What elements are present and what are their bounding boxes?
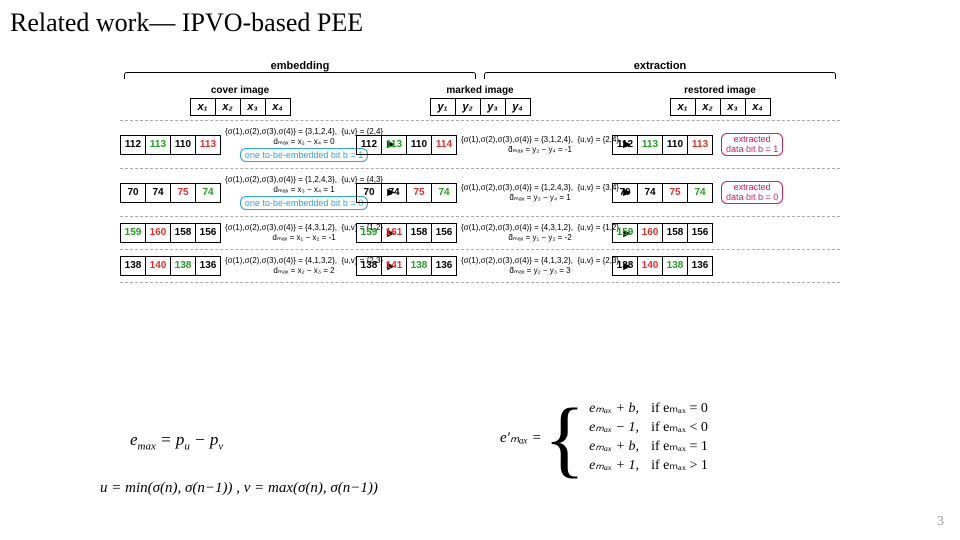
vars-y: y₁y₂y₃y₄ bbox=[430, 98, 531, 116]
col-restored: restored image bbox=[600, 85, 840, 96]
brace-icon: { bbox=[544, 405, 585, 471]
vars-x: x₁x₂x₃x₄ bbox=[190, 98, 291, 116]
data-rows: 112113110113{σ(1),σ(2),σ(3),σ(4)} = {3,1… bbox=[120, 120, 840, 283]
phase-embedding: embedding bbox=[120, 60, 480, 72]
eq-cases: eₘₐₓ + b,if eₘₐₓ = 0eₘₐₓ − 1,if eₘₐₓ < 0… bbox=[589, 400, 708, 476]
eq-emax: emax = pu − pv bbox=[130, 430, 223, 452]
phase-extraction: extraction bbox=[480, 60, 840, 72]
col-marked: marked image bbox=[360, 85, 600, 96]
ipvo-diagram: embedding extraction cover image marked … bbox=[120, 60, 840, 283]
slide-title: Related work— IPVO-based PEE bbox=[10, 8, 363, 38]
vars-xr: x₁x₂x₃x₄ bbox=[670, 98, 771, 116]
eq-lhs: e′ₘₐₓ = bbox=[500, 428, 542, 447]
eq-uv: u = min(σ(n), σ(n−1)) , v = max(σ(n), σ(… bbox=[100, 480, 378, 497]
col-cover: cover image bbox=[120, 85, 360, 96]
page-number: 3 bbox=[937, 514, 944, 530]
